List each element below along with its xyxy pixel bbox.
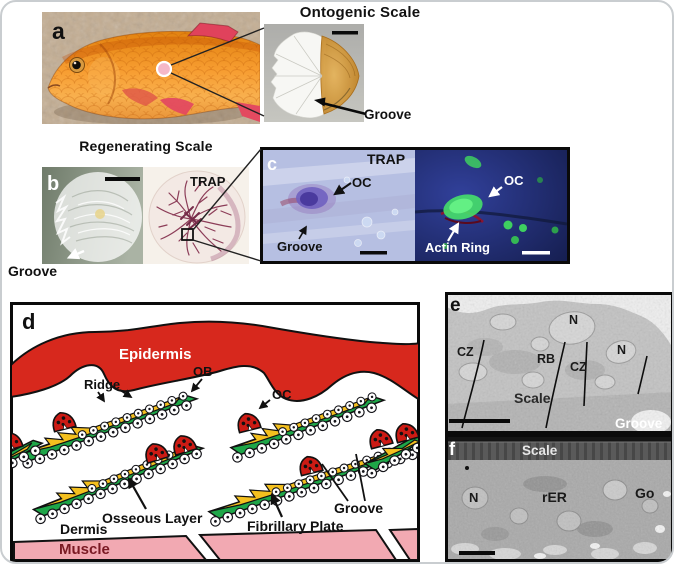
muscle-layer [13, 527, 418, 560]
rb-label: RB [537, 352, 555, 366]
panel-c-label: c [267, 154, 277, 174]
epidermis-layer [12, 320, 418, 402]
scale-1 [19, 388, 202, 469]
oc-arrow-icon [488, 186, 503, 198]
pectoral-fin [122, 88, 158, 106]
nucleus-label: N [469, 490, 478, 505]
fibrillary-plate-arrow-icon [270, 492, 284, 518]
cz-label: CZ [457, 345, 474, 359]
osseous-layer-arrow-icon [127, 477, 147, 510]
ob-arrow-icon [190, 378, 203, 393]
ridge-label: Ridge [84, 377, 120, 392]
scalebar [449, 419, 510, 423]
actin-ring-arrow-icon [447, 222, 460, 242]
panel-b-trap-image: TRAP [143, 167, 249, 264]
magnified-region-box [181, 228, 194, 241]
oc-label: OC [272, 387, 292, 402]
oc-label: OC [352, 175, 372, 190]
scalebar [522, 251, 550, 255]
ontogenic-scale-title: Ontogenic Scale [299, 4, 421, 21]
scalebar [360, 251, 387, 255]
groove-label: Groove [277, 239, 323, 254]
cz-label: CZ [570, 360, 587, 374]
panel-b-label: b [47, 173, 59, 195]
ridge-arrow-icon [119, 389, 133, 398]
groove-pointer-line [355, 453, 366, 502]
panel-b-regenerating-scale-image: b [42, 167, 143, 264]
groove-arrow-icon [298, 225, 307, 240]
panel-e-border [445, 292, 672, 434]
trap-label: TRAP [190, 174, 226, 189]
scale-band [445, 442, 672, 460]
groove-label: Groove [615, 416, 663, 431]
muscle-label: Muscle [59, 541, 110, 558]
nucleus-label: N [569, 313, 578, 327]
osseous-layer-label: Osseous Layer [102, 510, 203, 526]
scale-partial-right [363, 434, 418, 479]
ob-label: OB [193, 364, 213, 379]
panel-d-schematic: Epidermis [10, 302, 420, 562]
epidermis-label: Epidermis [119, 346, 192, 363]
trap-label: TRAP [367, 151, 405, 167]
panel-a-label: a [52, 18, 65, 44]
dermis-label: Dermis [60, 521, 108, 537]
scalebar [105, 177, 140, 181]
panel-f-label: f [449, 439, 456, 459]
scale-partial-left [12, 439, 47, 487]
panel-f-electron-micrograph: f Scale N rER Go [445, 434, 672, 562]
scalebar [332, 31, 358, 35]
scalebar [459, 551, 495, 555]
nuclei-spots [343, 176, 399, 247]
rer-label: rER [542, 489, 567, 505]
scale-anterior-field [270, 31, 327, 119]
oc-arrow-icon [333, 182, 352, 196]
panel-c-trap-histology: c TRAP OC Groove [263, 150, 415, 261]
panel-e-label: e [450, 295, 461, 316]
fibrillary-plate-label: Fibrillary Plate [247, 518, 344, 534]
oc-arrow-icon [258, 399, 271, 410]
panel-b-groove-label: Groove [8, 263, 58, 279]
scale-label: Scale [514, 390, 551, 406]
panel-a-fish-photo: a [42, 12, 260, 124]
ridge-arrow-icon [96, 391, 105, 403]
golgi-label: Go [635, 485, 654, 501]
actin-ring-label: Actin Ring [425, 240, 490, 255]
ontogenic-groove-label: Groove [364, 107, 412, 122]
panel-d-label: d [22, 309, 35, 334]
groove-arrow-icon [66, 248, 85, 260]
ontogenic-scale-image [264, 24, 364, 122]
scale-4 [207, 440, 418, 527]
groove-label: Groove [334, 500, 383, 516]
panel-f-border [445, 434, 672, 562]
oc-label: OC [504, 173, 524, 188]
groove-pointer-line [321, 463, 349, 502]
panel-c-fluorescence: OC Actin Ring [415, 150, 567, 261]
regenerating-scale-title: Regenerating Scale [79, 138, 213, 154]
panel-c-container: c TRAP OC Groove [260, 147, 570, 264]
osteoclast-fluorescent-cells [442, 155, 559, 249]
scale-removal-site-marker [155, 60, 173, 78]
nucleus-label: N [617, 343, 626, 357]
panel-e-electron-micrograph: e N N CZ RB CZ Scale Groove [445, 292, 672, 434]
scale-label: Scale [522, 443, 558, 458]
scale-3 [229, 389, 389, 463]
